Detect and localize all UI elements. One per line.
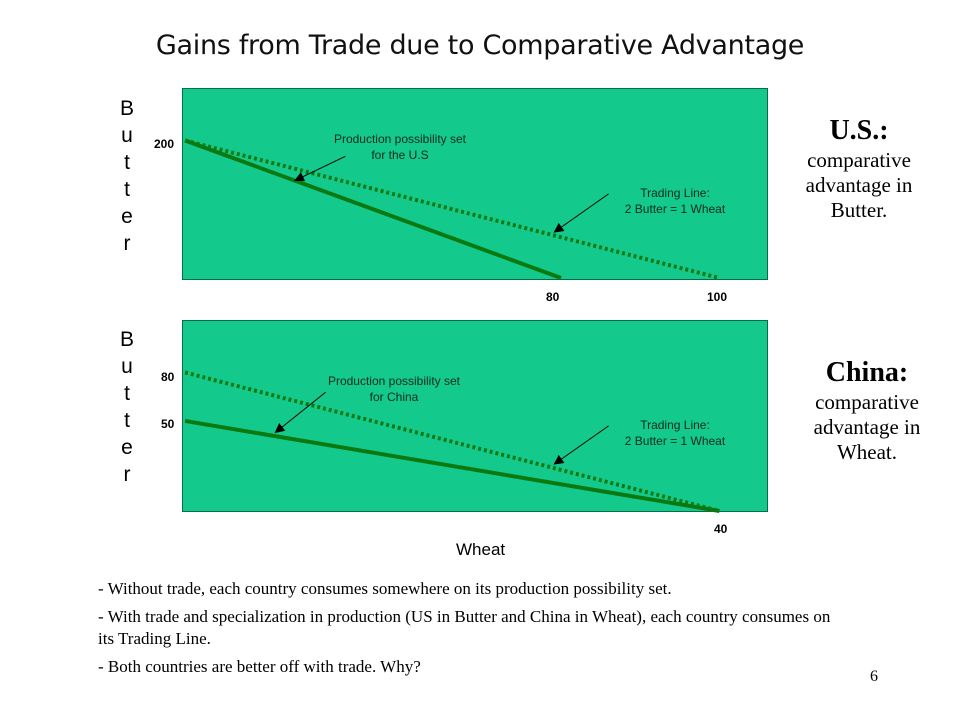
china-side-body: Wheat.	[836, 440, 898, 464]
us-ppf-line	[184, 138, 562, 280]
bottom-y-letter: t	[124, 409, 130, 432]
china-side-text: China: comparative advantage in Wheat.	[782, 356, 952, 465]
china-trading-line	[184, 370, 720, 513]
bottom-y-letter: e	[121, 436, 133, 459]
bottom-y-tick-80: 80	[161, 370, 175, 384]
china-ppf-note-line: for China	[369, 390, 419, 404]
top-y-letter: t	[124, 178, 130, 201]
bullet-list: - Without trade, each country consumes s…	[98, 578, 838, 684]
slide-title: Gains from Trade due to Comparative Adva…	[155, 30, 805, 61]
us-side-head: U.S.:	[829, 115, 889, 146]
china-trade-note-line: Trading Line:	[640, 418, 710, 432]
china-ppf-line	[184, 418, 720, 513]
top-y-letter: e	[121, 205, 133, 228]
china-ppf-note: Production possibility set for China	[294, 373, 494, 405]
china-side-body: comparative	[815, 390, 919, 414]
china-trade-arrow	[553, 425, 609, 465]
bottom-y-letter: B	[119, 328, 134, 351]
page-number: 6	[870, 668, 878, 685]
us-trade-note-line: Trading Line:	[640, 186, 710, 200]
china-ppf-note-line: Production possibility set	[327, 374, 461, 388]
us-side-body: advantage in	[805, 173, 913, 197]
china-chart-svg	[184, 370, 720, 513]
us-ppf-note-line: Production possibility set	[333, 132, 467, 146]
top-y-axis-label: B u t t e r	[117, 95, 137, 257]
china-side-head: China:	[825, 357, 909, 388]
bullet-item: - With trade and specialization in produ…	[98, 607, 831, 648]
china-trade-note: Trading Line: 2 Butter = 1 Wheat	[590, 417, 760, 449]
bottom-y-letter: u	[121, 355, 133, 378]
china-side-body: advantage in	[813, 415, 921, 439]
us-side-text: U.S.: comparative advantage in Butter.	[774, 114, 944, 223]
us-trade-note-line: 2 Butter = 1 Wheat	[624, 202, 726, 216]
us-trade-note: Trading Line: 2 Butter = 1 Wheat	[590, 185, 760, 217]
bottom-y-letter: r	[123, 463, 131, 486]
top-y-letter: B	[119, 97, 134, 120]
top-y-tick-200: 200	[154, 137, 175, 151]
top-y-letter: t	[124, 151, 130, 174]
bottom-y-letter: t	[124, 382, 130, 405]
bottom-y-axis-label: B u t t e r	[117, 326, 137, 488]
us-chart-svg	[184, 138, 720, 280]
us-side-body: Butter.	[830, 198, 888, 222]
top-y-letter: r	[123, 232, 131, 255]
us-trade-arrow	[553, 193, 609, 233]
china-chart-panel	[182, 320, 768, 513]
bottom-x-tick-40: 40	[714, 522, 728, 536]
top-x-tick-80: 80	[546, 290, 560, 304]
bottom-x-axis-label: Wheat	[456, 540, 506, 559]
bottom-y-tick-50: 50	[161, 417, 175, 431]
china-ppf-arrow	[274, 391, 326, 434]
top-x-tick-100: 100	[707, 290, 728, 304]
us-ppf-arrow	[294, 155, 346, 182]
bullet-item: - Without trade, each country consumes s…	[98, 579, 672, 598]
us-side-body: comparative	[807, 148, 911, 172]
us-ppf-note: Production possibility set for the U.S	[300, 131, 500, 163]
bullet-item: - Both countries are better off with tra…	[98, 657, 421, 676]
top-y-letter: u	[121, 124, 133, 147]
us-chart-panel	[182, 88, 768, 280]
us-ppf-note-line: for the U.S	[371, 148, 429, 162]
china-trade-note-line: 2 Butter = 1 Wheat	[624, 434, 726, 448]
us-trading-line	[184, 138, 720, 280]
